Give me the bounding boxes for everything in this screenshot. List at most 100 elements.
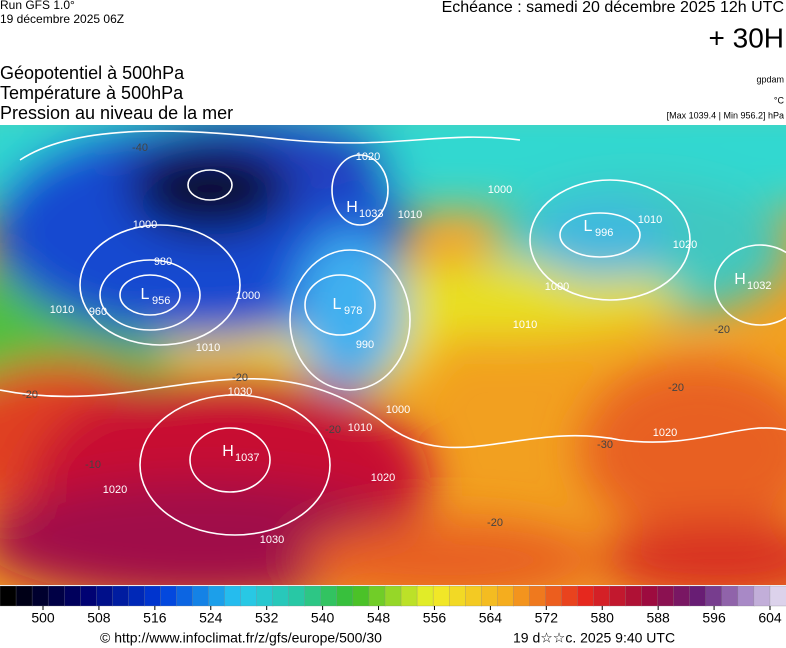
scale-label: 500: [31, 610, 55, 626]
color-swatch: [448, 585, 466, 607]
color-swatch: [160, 585, 178, 607]
scale-label: 532: [255, 610, 279, 626]
isobar-label: 1000: [236, 290, 260, 302]
color-swatch: [689, 585, 707, 607]
temperature-label: -20: [22, 389, 38, 401]
isobar-label: 1030: [228, 386, 252, 398]
color-swatch: [352, 585, 370, 607]
color-swatch: [208, 585, 226, 607]
unit: [Max 1039.4 | Min 956.2] hPa: [667, 110, 784, 120]
center-type: L: [333, 296, 342, 313]
scale-label: 524: [199, 610, 223, 626]
color-swatch: [0, 585, 17, 607]
color-swatch: [561, 585, 579, 607]
lead-time: + 30H: [709, 22, 785, 53]
color-swatch: [545, 585, 563, 607]
color-swatch: [465, 585, 482, 607]
isobar-label: 1010: [196, 342, 220, 354]
temperature-label: -30: [597, 439, 613, 451]
color-swatch: [400, 585, 418, 607]
color-swatch: [769, 585, 786, 607]
scale-label: 604: [758, 610, 782, 626]
scale-label: 596: [702, 610, 726, 626]
color-swatch: [47, 585, 65, 607]
temperature-label: -20: [325, 424, 341, 436]
title: Géopotentiel à 500hPa: [0, 63, 185, 83]
color-bar: 500 508 516 524 532 540 548 556 564 572 580 588 596 6…: [0, 585, 786, 626]
scale-label: 548: [367, 610, 391, 626]
isobar-label: 1010: [638, 214, 662, 226]
scale-label: 588: [646, 610, 670, 626]
isobar-label: 1020: [371, 472, 395, 484]
scale-label: 540: [311, 610, 335, 626]
isobar-label: 1010: [398, 209, 422, 221]
color-swatch: [192, 585, 210, 607]
isobar-label: 1020: [673, 239, 697, 251]
color-swatch: [753, 585, 771, 607]
color-swatch: [481, 585, 498, 607]
isobar-label: 1020: [653, 427, 677, 439]
color-swatch: [144, 585, 162, 607]
isobar-label: 1020: [103, 484, 127, 496]
color-swatch: [256, 585, 274, 607]
valid-time: Echéance : samedi 20 décembre 2025 12h U…: [442, 0, 784, 16]
color-swatch: [416, 585, 434, 607]
color-swatch: [705, 585, 723, 607]
isobar-label: 980: [154, 256, 172, 268]
scale-label: 516: [143, 610, 167, 626]
center-value: 1032: [747, 280, 771, 292]
temperature-label: -20: [668, 382, 684, 394]
color-swatch: [737, 585, 755, 607]
temperature-label: -10: [85, 459, 101, 471]
color-swatch: [721, 585, 739, 607]
color-swatch: [529, 585, 547, 607]
scale-label: 508: [87, 610, 111, 626]
color-swatch: [577, 585, 595, 607]
isobar-label: 1000: [488, 184, 512, 196]
isobar-label: 1000: [545, 281, 569, 293]
footer-url: © http://www.infoclimat.fr/z/gfs/europe/…: [100, 630, 382, 646]
isobar-label: 1030: [260, 534, 284, 546]
footer-date: 19 d☆☆c. 2025 9:40 UTC: [513, 630, 675, 646]
color-swatch: [625, 585, 643, 607]
center-value: 978: [344, 305, 362, 317]
color-swatch: [64, 585, 81, 607]
title: Température à 500hPa: [0, 83, 184, 103]
color-swatch: [31, 585, 49, 607]
center-value: 1033: [359, 208, 383, 220]
isobar-label: 1010: [50, 304, 74, 316]
color-swatch: [128, 585, 146, 607]
run: Run GFS 1.0°: [0, 0, 75, 12]
unit: gpdam: [756, 74, 784, 84]
temperature-label: -20: [232, 372, 248, 384]
title: Pression au niveau de la mer: [0, 103, 233, 123]
color-swatch: [368, 585, 386, 607]
color-swatch: [497, 585, 514, 607]
color-swatch: [15, 585, 33, 607]
color-swatch: [513, 585, 530, 607]
color-swatch: [336, 585, 354, 607]
center-type: H: [346, 199, 358, 216]
center-value: 996: [595, 227, 613, 239]
color-swatch: [272, 585, 290, 607]
center-type: L: [584, 218, 593, 235]
color-swatch: [384, 585, 402, 607]
temperature-label: -40: [132, 142, 148, 154]
color-swatch: [288, 585, 306, 607]
isobar-label: 1000: [386, 404, 410, 416]
center-type: L: [141, 286, 150, 303]
color-swatch: [176, 585, 194, 607]
color-swatch: [657, 585, 675, 607]
run-date: 19 décembre 2025 06Z: [0, 12, 124, 26]
unit: °C: [774, 95, 785, 105]
isobar-label: 960: [89, 306, 107, 318]
scale-label: 564: [479, 610, 503, 626]
color-swatch: [80, 585, 97, 607]
color-swatch: [609, 585, 627, 607]
color-swatch: [673, 585, 691, 607]
isobar-label: 1020: [356, 151, 380, 163]
map: [0, 125, 786, 585]
color-swatch: [224, 585, 242, 607]
scale-label: 572: [535, 610, 559, 626]
